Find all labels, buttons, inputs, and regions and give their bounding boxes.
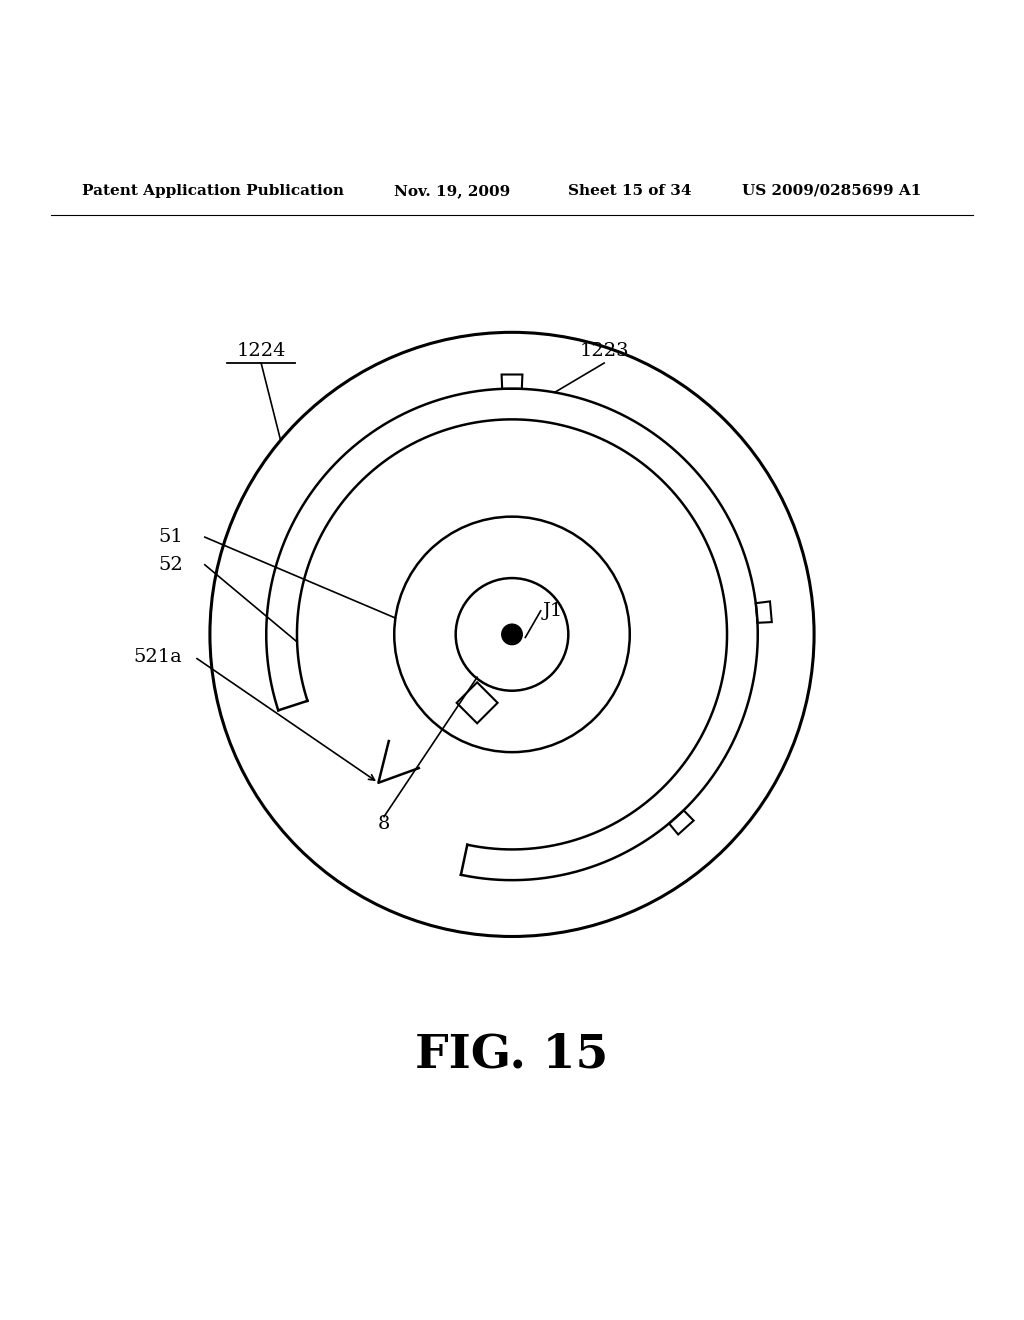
Text: 52: 52 bbox=[159, 556, 183, 574]
Text: Patent Application Publication: Patent Application Publication bbox=[82, 183, 344, 198]
Text: 1223: 1223 bbox=[580, 342, 629, 360]
Text: J1: J1 bbox=[543, 602, 563, 620]
Circle shape bbox=[502, 624, 522, 644]
Text: 51: 51 bbox=[159, 528, 183, 546]
Text: Nov. 19, 2009: Nov. 19, 2009 bbox=[394, 183, 511, 198]
Text: US 2009/0285699 A1: US 2009/0285699 A1 bbox=[742, 183, 922, 198]
Text: 521a: 521a bbox=[133, 648, 182, 665]
Text: FIG. 15: FIG. 15 bbox=[416, 1031, 608, 1077]
Text: 1224: 1224 bbox=[237, 342, 286, 360]
Text: Sheet 15 of 34: Sheet 15 of 34 bbox=[568, 183, 692, 198]
Text: 8: 8 bbox=[378, 814, 390, 833]
